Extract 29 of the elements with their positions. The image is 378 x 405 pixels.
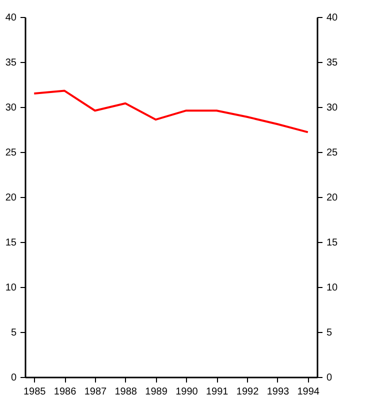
y2-tick-label: 10 bbox=[326, 282, 338, 294]
y2-tick-label: 25 bbox=[326, 148, 338, 158]
y2-tick-label: 15 bbox=[326, 238, 338, 248]
y-tick-label: 30 bbox=[5, 102, 17, 114]
y-tick-label: 15 bbox=[5, 238, 17, 248]
y-tick-label: 10 bbox=[5, 282, 17, 294]
x-tick-label: 1988 bbox=[114, 386, 138, 398]
x-tick-label: 1993 bbox=[266, 386, 290, 398]
x-tick-label: 1990 bbox=[176, 386, 198, 398]
x-tick-label: 1994 bbox=[297, 386, 320, 398]
y-tick-label: 20 bbox=[5, 192, 17, 204]
y-tick-label: 35 bbox=[5, 58, 17, 68]
x-tick-label: 1985 bbox=[24, 386, 46, 398]
y-tick-label: 0 bbox=[10, 372, 17, 384]
y2-tick-label: 5 bbox=[326, 328, 332, 338]
y-tick-label: 5 bbox=[10, 328, 17, 338]
x-tick-label: 1992 bbox=[236, 386, 260, 398]
y2-tick-label: 30 bbox=[326, 102, 338, 114]
y2-tick-label: 35 bbox=[326, 58, 338, 68]
x-tick-label: 1991 bbox=[206, 386, 229, 398]
y-tick-label: 25 bbox=[5, 148, 17, 158]
y2-tick-label: 0 bbox=[326, 372, 332, 384]
x-tick-label: 1987 bbox=[84, 386, 108, 398]
y2-tick-label: 20 bbox=[326, 192, 338, 204]
y-tick-label: 40 bbox=[5, 12, 17, 24]
x-tick-label: 1986 bbox=[54, 386, 77, 398]
y2-tick-label: 40 bbox=[326, 12, 338, 24]
line-series bbox=[33, 90, 309, 134]
x-tick-label: 1989 bbox=[145, 386, 168, 398]
